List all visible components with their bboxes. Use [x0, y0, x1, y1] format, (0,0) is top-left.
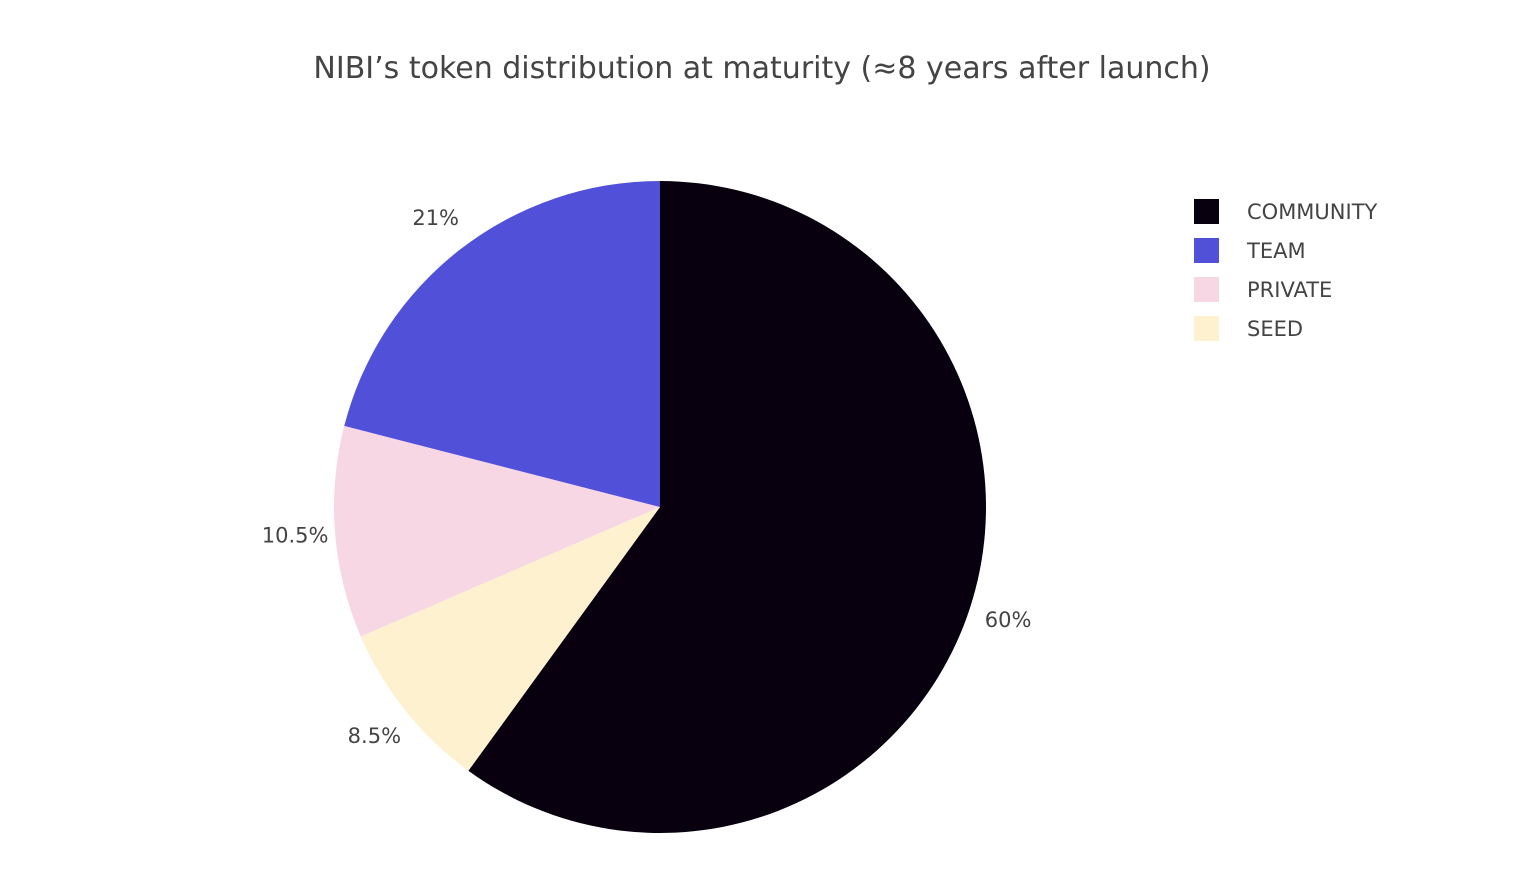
legend-label: SEED	[1247, 317, 1303, 341]
slice-label-private: 10.5%	[262, 524, 329, 548]
pie-slice-private	[334, 425, 660, 637]
legend: COMMUNITY TEAM PRIVATE SEED	[1194, 199, 1378, 341]
legend-label: TEAM	[1246, 239, 1306, 263]
legend-label: COMMUNITY	[1247, 200, 1378, 224]
pie-slice-seed	[360, 507, 660, 771]
slice-label-team: 21%	[412, 206, 459, 230]
legend-swatch	[1194, 238, 1219, 263]
slice-label-seed: 8.5%	[348, 724, 401, 748]
pie-slice-labels: 60% 8.5% 10.5% 21%	[262, 206, 1032, 748]
legend-item-private[interactable]: PRIVATE	[1194, 277, 1332, 302]
legend-swatch	[1194, 277, 1219, 302]
legend-item-team[interactable]: TEAM	[1194, 238, 1306, 263]
legend-item-seed[interactable]: SEED	[1194, 316, 1303, 341]
chart-title: NIBI’s token distribution at maturity (≈…	[313, 51, 1210, 86]
pie-slices	[334, 181, 986, 833]
slice-label-community: 60%	[985, 608, 1032, 632]
legend-swatch	[1194, 316, 1219, 341]
pie-slice-team	[344, 181, 660, 507]
legend-item-community[interactable]: COMMUNITY	[1194, 199, 1378, 224]
legend-swatch	[1194, 199, 1219, 224]
pie-slice-community	[468, 181, 986, 833]
legend-label: PRIVATE	[1247, 278, 1332, 302]
